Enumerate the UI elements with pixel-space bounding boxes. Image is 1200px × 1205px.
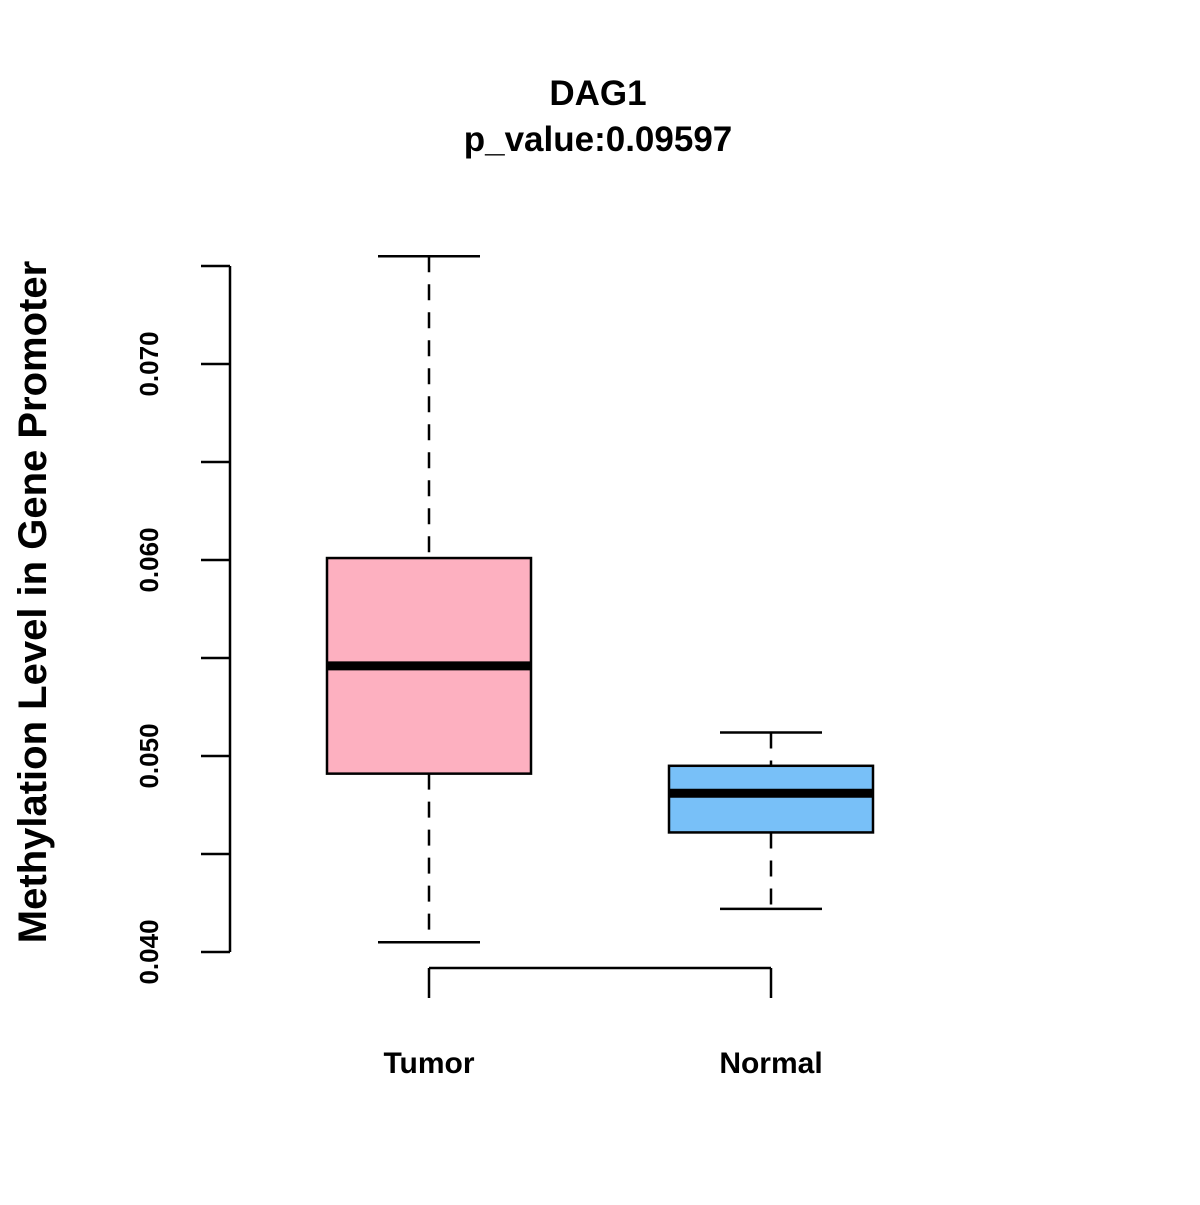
plot-area: 0.040 0.050 0.060 0.070 Tumor Normal xyxy=(134,254,875,1080)
y-tick-label: 0.050 xyxy=(134,723,164,788)
y-tick-label: 0.060 xyxy=(134,527,164,592)
y-tick-label: 0.070 xyxy=(134,331,164,396)
box-normal xyxy=(667,764,875,834)
x-tick-label: Normal xyxy=(719,1047,822,1080)
x-tick-label: Tumor xyxy=(383,1047,474,1080)
chart-title: DAG1 xyxy=(549,74,646,113)
y-axis-label: Methylation Level in Gene Promoter xyxy=(11,261,55,943)
chart-subtitle: p_value:0.09597 xyxy=(464,120,733,159)
y-tick-label: 0.040 xyxy=(134,919,164,984)
